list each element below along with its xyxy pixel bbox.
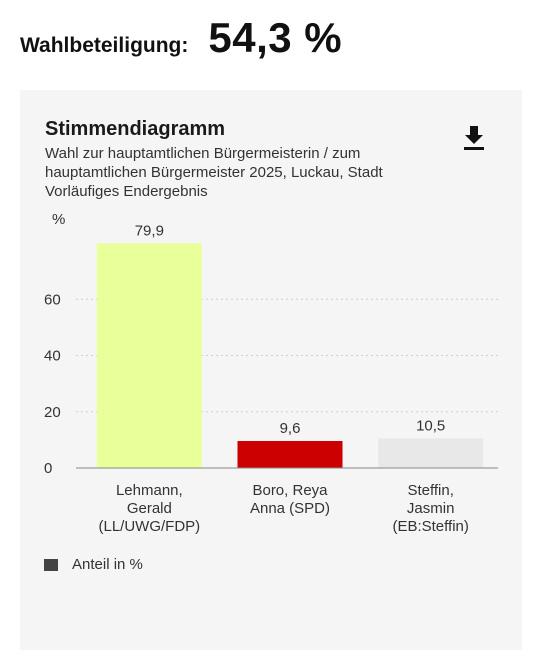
x-tick-label: Lehmann, [116, 482, 183, 499]
x-tick-label: (LL/UWG/FDP) [98, 518, 200, 535]
bar-value-label: 79,9 [135, 222, 164, 239]
x-tick-label: Gerald [127, 500, 172, 517]
y-tick-label: 0 [44, 460, 52, 477]
x-tick-label: Boro, Reya [252, 482, 328, 499]
bar-chart: % 0 20 40 60 79,9 Lehmann,Gerald(LL/UWG/FDP) 9,… [44, 211, 498, 535]
legend-swatch [44, 558, 58, 571]
chart-card: Stimmendiagramm Wahl zur hauptamtlichen … [20, 90, 522, 650]
x-tick-label: Jasmin [407, 500, 455, 517]
chart-subtitle: Wahl zur hauptamtlichen Bürgermeisterin … [45, 144, 455, 201]
legend-label: Anteil in % [72, 556, 143, 573]
turnout-summary: Wahlbeteiligung: 54,3 % [20, 14, 342, 62]
y-tick-label: 60 [44, 291, 61, 308]
download-icon [464, 126, 484, 150]
download-button[interactable] [460, 123, 488, 153]
x-tick-label: Anna (SPD) [250, 500, 330, 517]
chart-title: Stimmendiagramm [45, 118, 226, 140]
chart-subtitle-line: Vorläufiges Endergebnis [45, 183, 208, 200]
x-tick-label: Steffin, [407, 482, 453, 499]
chart-subtitle-line: Wahl zur hauptamtlichen Bürgermeisterin … [45, 145, 361, 162]
y-axis-unit: % [52, 211, 65, 228]
chart-legend: Anteil in % [44, 556, 143, 573]
bar [378, 438, 484, 468]
bar-value-label: 9,6 [280, 420, 301, 437]
y-tick-label: 20 [44, 404, 61, 421]
y-tick-label: 40 [44, 348, 61, 365]
x-tick-label: (EB:Steffin) [392, 518, 468, 535]
chart-subtitle-line: hauptamtlichen Bürgermeister 2025, Lucka… [45, 164, 383, 181]
bar [237, 441, 343, 468]
bar [96, 243, 202, 468]
turnout-value: 54,3 % [208, 14, 343, 61]
bar-value-label: 10,5 [416, 417, 445, 434]
turnout-label: Wahlbeteiligung: [20, 34, 189, 57]
